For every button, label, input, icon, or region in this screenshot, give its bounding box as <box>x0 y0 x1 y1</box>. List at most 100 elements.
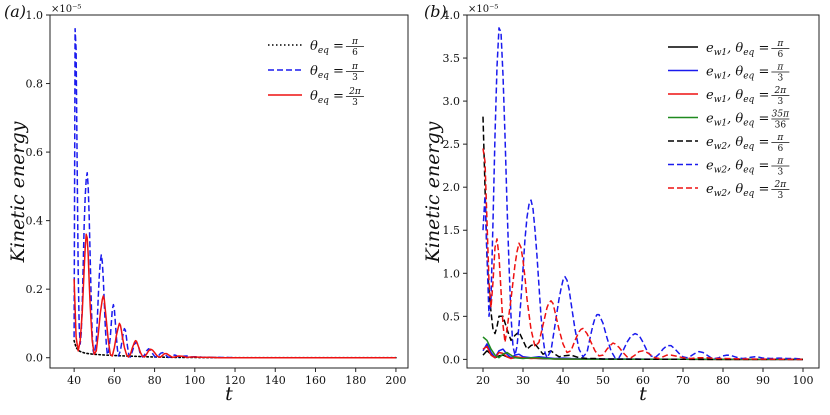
legend-sub: eq <box>743 72 754 82</box>
y-tick-label: 0.2 <box>26 283 44 296</box>
legend-fraction-denominator: 3 <box>777 168 783 178</box>
legend-eq: = <box>754 112 769 127</box>
legend-presub: w1 <box>714 95 727 105</box>
legend-pre: e <box>706 159 714 174</box>
legend-main: , θ <box>727 88 743 103</box>
legend-presub: w1 <box>714 72 727 82</box>
x-tick-label: 70 <box>676 374 690 387</box>
legend-fraction-numerator: π <box>776 63 784 73</box>
legend-label: θeq = <box>310 39 344 56</box>
legend-label: ew1, θeq = <box>706 41 769 58</box>
legend-label: ew1, θeq = <box>706 88 769 105</box>
legend-eq: = <box>329 39 344 54</box>
legend-main: , θ <box>727 65 743 80</box>
y-tick-label: 1.0 <box>26 9 44 22</box>
legend-eq: = <box>329 64 344 79</box>
legend-pre: e <box>706 65 714 80</box>
x-tick-label: 100 <box>184 374 205 387</box>
x-tick-label: 80 <box>148 374 162 387</box>
x-tick-label: 180 <box>345 374 366 387</box>
legend-fraction-numerator: π <box>776 157 784 167</box>
legend-fraction-denominator: 3 <box>777 74 783 84</box>
x-tick-label: 40 <box>67 374 81 387</box>
series-line-a-3 <box>73 233 396 359</box>
legend-sub: eq <box>743 48 754 58</box>
legend-fraction-denominator: 3 <box>777 97 783 107</box>
legend-main: θ <box>310 64 318 79</box>
legend-sub: eq <box>318 96 329 106</box>
y-tick-label: 2.5 <box>443 138 461 151</box>
legend-label: ew1, θeq = <box>706 112 769 129</box>
legend-fraction-denominator: 6 <box>352 48 358 58</box>
legend-fraction-numerator: 2π <box>774 180 788 190</box>
x-tick-label: 50 <box>596 374 610 387</box>
panel-b-label: (b) <box>424 2 447 21</box>
x-tick-label: 60 <box>107 374 121 387</box>
legend-fraction-numerator: π <box>351 37 359 47</box>
legend-main: θ <box>310 39 318 54</box>
y-tick-label: 1.5 <box>443 224 461 237</box>
y-tick-label: 4.0 <box>443 9 461 22</box>
legend-label: ew2, θeq = <box>706 135 769 152</box>
legend-fraction-numerator: π <box>351 62 359 72</box>
legend-label: ew2, θeq = <box>706 182 769 199</box>
legend-main: θ <box>310 89 318 104</box>
legend-eq: = <box>754 135 769 150</box>
y-tick-label: 0.0 <box>26 352 44 365</box>
x-tick-label: 90 <box>756 374 770 387</box>
legend-sub: eq <box>743 189 754 199</box>
series-line-a-2 <box>73 27 396 359</box>
legend-label: ew1, θeq = <box>706 65 769 82</box>
legend-presub: w2 <box>714 189 728 199</box>
legend-fraction-denominator: 3 <box>352 98 358 108</box>
y-tick-label: 0.8 <box>26 78 44 91</box>
legend-main: , θ <box>727 182 743 197</box>
x-tick-label: 40 <box>556 374 570 387</box>
legend-presub: w1 <box>714 119 727 129</box>
legend-fraction-denominator: 3 <box>352 73 358 83</box>
legend-eq: = <box>754 65 769 80</box>
x-tick-label: 140 <box>265 374 286 387</box>
x-tick-label: 30 <box>516 374 530 387</box>
y-tick-label: 2.0 <box>443 181 461 194</box>
y-tick-label: 0.6 <box>26 146 44 159</box>
legend-fraction-denominator: 36 <box>775 121 787 131</box>
series-line-b-4 <box>482 336 803 361</box>
y-tick-label: 0.4 <box>26 215 44 228</box>
panel-a-frame <box>49 14 409 369</box>
series-line-b-7 <box>482 148 804 361</box>
legend-main: , θ <box>727 41 743 56</box>
legend-fraction-denominator: 3 <box>777 191 783 201</box>
legend-presub: w2 <box>714 166 728 176</box>
legend-fraction-denominator: 6 <box>777 144 783 154</box>
x-tick-label: 60 <box>636 374 650 387</box>
legend-presub: w2 <box>714 142 728 152</box>
legend-fraction-numerator: π <box>776 39 784 49</box>
legend-fraction-denominator: 6 <box>777 50 783 60</box>
x-tick-label: 20 <box>476 374 490 387</box>
legend-eq: = <box>754 159 769 174</box>
legend-fraction-numerator: 2π <box>348 87 362 97</box>
legend-main: , θ <box>727 159 743 174</box>
legend-main: , θ <box>727 135 743 150</box>
legend-fraction-numerator: 2π <box>774 86 788 96</box>
legend-fraction-numerator: π <box>776 133 784 143</box>
x-tick-label: 120 <box>225 374 246 387</box>
legend-pre: e <box>706 112 714 127</box>
x-tick-label: 200 <box>385 374 406 387</box>
legend-eq: = <box>754 182 769 197</box>
x-tick-label: 160 <box>305 374 326 387</box>
legend-pre: e <box>706 88 714 103</box>
panel-b: (b) ×10⁻⁵ t Kinetic energy 20 30 40 50 60 70 8… <box>422 2 820 405</box>
panel-a: (a) ×10⁻⁵ t Kinetic energy 40 60 80 100 120 1… <box>4 2 409 405</box>
panel-b-x-axis-label: t <box>639 383 647 405</box>
y-tick-label: 1.0 <box>443 267 461 280</box>
legend-fraction-numerator: 35π <box>772 110 790 120</box>
legend-presub: w1 <box>714 48 727 58</box>
legend-label: θeq = <box>310 89 344 106</box>
y-tick-label: 3.0 <box>443 95 461 108</box>
legend-sub: eq <box>318 46 329 56</box>
